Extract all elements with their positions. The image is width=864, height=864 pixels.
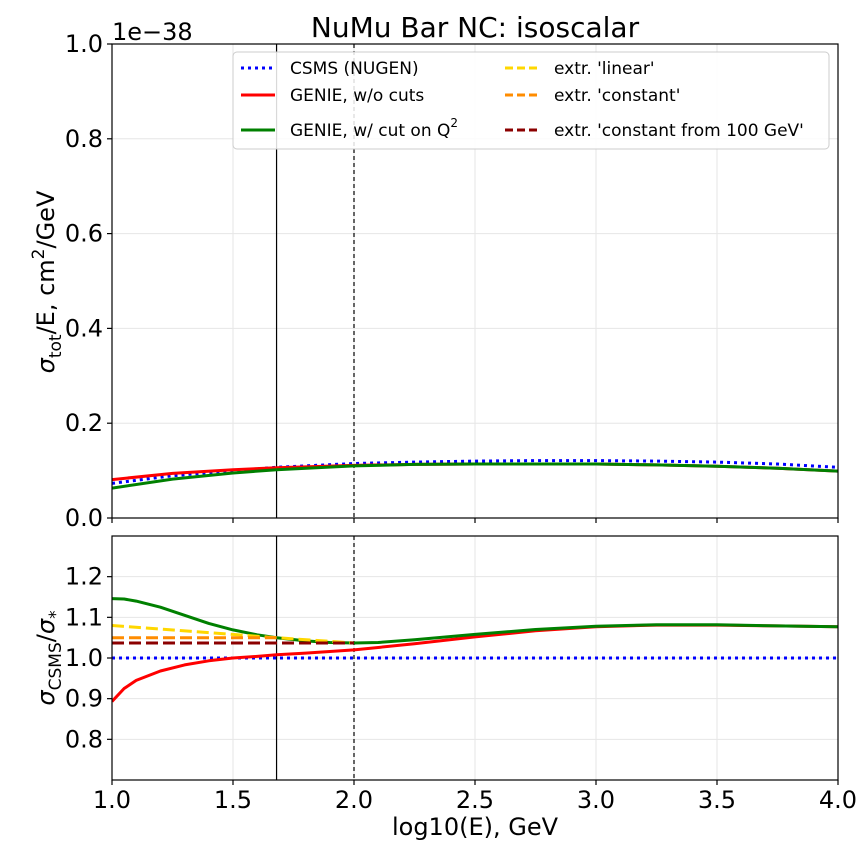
- bottom-ytick-label-4: 1.2: [65, 563, 103, 591]
- top-series: [112, 459, 838, 490]
- bottom-ytick-label-1: 0.9: [65, 685, 103, 713]
- bottom-ytick-label-2: 1.0: [65, 644, 103, 672]
- bottom-ytick-label-0: 0.8: [65, 725, 103, 753]
- bottom-ylabel-sym2: σ: [32, 618, 60, 634]
- xtick-label-1: 1.5: [214, 786, 252, 814]
- xtick-label-5: 3.5: [698, 786, 736, 814]
- xtick-label-0: 1.0: [93, 786, 131, 814]
- bottom-ylabel-sub2: *: [46, 610, 66, 619]
- legend-box: [232, 51, 830, 150]
- top-ytick-label-5: 1.0: [65, 30, 103, 58]
- top-ytick-label-4: 0.8: [65, 125, 103, 153]
- legend-label-4: extr. 'constant': [554, 86, 680, 106]
- top-ylabel-sym: σ: [32, 357, 60, 373]
- top-y-axis-label: σtot/E, cm2/GeV: [29, 190, 66, 373]
- bottom-series-line-2: [112, 597, 838, 645]
- bottom-series: [112, 597, 838, 703]
- top-ylabel-mid: /E, cm: [32, 259, 60, 334]
- y-offset-text: 1e−38: [112, 18, 193, 46]
- top-ytick-label-3: 0.6: [65, 220, 103, 248]
- bottom-ylabel-sub: CSMS: [46, 642, 66, 690]
- legend-label-2: GENIE, w/ cut on Q2: [290, 116, 458, 141]
- legend: CSMS (NUGEN) GENIE, w/o cuts GENIE, w/ cut…: [232, 51, 830, 150]
- xtick-label-6: 4.0: [819, 786, 857, 814]
- legend-label-5: extr. 'constant from 100 GeV': [554, 121, 804, 141]
- xtick-label-3: 2.5: [456, 786, 494, 814]
- top-ytick-label-1: 0.2: [65, 409, 103, 437]
- legend-label-0: CSMS (NUGEN): [290, 59, 419, 79]
- bottom-series-line-3: [112, 624, 355, 645]
- top-ylabel-end: /GeV: [32, 190, 60, 248]
- top-ylabel-sup: 2: [29, 249, 49, 260]
- bottom-panel: 0.8 0.9 1.0 1.1 1.2 1.0 1.5 2.0 2.5 3.0 3.5 4.0: [65, 535, 857, 814]
- bottom-ylabel-mid: /: [32, 633, 60, 642]
- chart-title: NuMu Bar NC: isoscalar: [311, 11, 640, 44]
- top-ylabel-sub: tot: [46, 334, 66, 358]
- xtick-label-2: 2.0: [335, 786, 373, 814]
- top-series-line-2: [112, 462, 838, 490]
- top-ytick-label-0: 0.0: [65, 504, 103, 532]
- x-axis-label: log10(E), GeV: [392, 813, 559, 841]
- top-ytick-label-2: 0.4: [65, 314, 103, 342]
- bottom-ylabel-sym: σ: [32, 690, 60, 706]
- legend-label-1: GENIE, w/o cuts: [290, 86, 424, 106]
- bottom-ytick-label-3: 1.1: [65, 603, 103, 631]
- xtick-label-4: 3.0: [577, 786, 615, 814]
- legend-label-3: extr. 'linear': [554, 59, 655, 79]
- bottom-y-axis-label: σCSMS/σ*: [32, 610, 66, 705]
